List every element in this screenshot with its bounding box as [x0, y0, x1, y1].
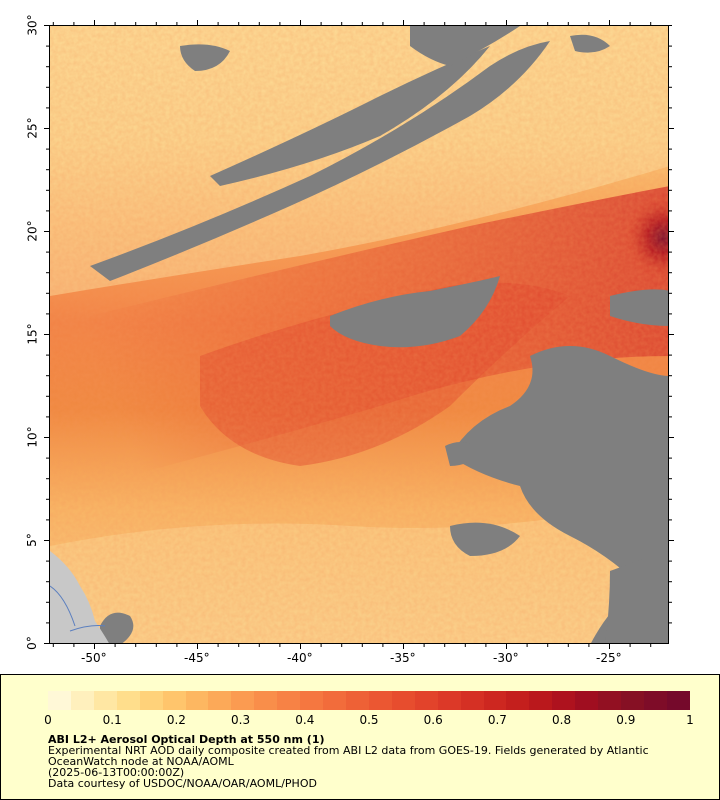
legend-description-line-1: Experimental NRT AOD daily composite cre… [48, 744, 649, 757]
colorbar [48, 691, 690, 710]
colorbar-label: 0.6 [423, 713, 443, 727]
lon-label-minus50: -50° [81, 651, 107, 665]
colorbar-label: 0.9 [616, 713, 636, 727]
lon-label-minus30: -30° [493, 651, 519, 665]
colorbar-label: 0 [44, 713, 52, 727]
colorbar-label: 0.7 [487, 713, 507, 727]
colorbar-label: 0.5 [359, 713, 379, 727]
colorbar-segment [70, 691, 94, 710]
colorbar-segment [231, 691, 255, 710]
map-axis-ticks [44, 20, 674, 649]
colorbar-segment [598, 691, 622, 710]
colorbar-segment [460, 691, 484, 710]
colorbar-segment [529, 691, 553, 710]
legend-credits: Data courtesy of USDOC/NOAA/OAR/AOML/PHO… [48, 777, 317, 790]
lat-label-30: 30° [25, 14, 40, 36]
colorbar-segment [368, 691, 392, 710]
colorbar-segment [323, 691, 346, 710]
legend-description-line-2: OceanWatch node at NOAA/AOML [48, 755, 234, 768]
colorbar-segment [666, 691, 690, 710]
aod-map-image [50, 26, 668, 643]
colorbar-segment [643, 691, 667, 710]
lon-label-minus35: -35° [390, 651, 416, 665]
lon-label-minus25: -25° [596, 651, 622, 665]
colorbar-label: 0.8 [552, 713, 572, 727]
colorbar-segment [506, 691, 530, 710]
legend-panel: ABI L2+ Aerosol Optical Depth at 550 nm … [0, 674, 720, 800]
colorbar-label: 0.1 [102, 713, 122, 727]
colorbar-segment [208, 691, 232, 710]
colorbar-segment [185, 691, 209, 710]
colorbar-segment [552, 691, 576, 710]
lat-label-0: 0° [24, 636, 39, 650]
colorbar-segment [139, 691, 163, 710]
colorbar-segment [575, 691, 599, 710]
aod-map [49, 25, 669, 644]
lon-label-minus45: -45° [184, 651, 210, 665]
colorbar-segment [277, 691, 301, 710]
colorbar-segment [254, 691, 278, 710]
colorbar-segment [48, 691, 71, 710]
colorbar-segment [93, 691, 117, 710]
colorbar-segment [116, 691, 140, 710]
lat-label-15: 15° [25, 323, 40, 345]
legend-time: (2025-06-13T00:00:00Z) [48, 766, 185, 779]
colorbar-segment [483, 691, 507, 710]
colorbar-segment [345, 691, 369, 710]
legend-title: ABI L2+ Aerosol Optical Depth at 550 nm … [48, 733, 325, 746]
lat-label-25: 25° [25, 117, 40, 139]
colorbar-label: 1 [686, 713, 694, 727]
colorbar-segment [437, 691, 461, 710]
lat-label-20: 20° [25, 220, 40, 242]
lon-label-minus40: -40° [287, 651, 313, 665]
colorbar-segment [300, 691, 324, 710]
colorbar-segment [391, 691, 415, 710]
lat-label-5: 5° [24, 533, 39, 547]
colorbar-segment [414, 691, 438, 710]
colorbar-segment [621, 691, 644, 710]
colorbar-label: 0.3 [231, 713, 251, 727]
colorbar-label: 0.2 [166, 713, 186, 727]
colorbar-segment [162, 691, 186, 710]
colorbar-label: 0.4 [295, 713, 315, 727]
lat-label-10: 10° [25, 426, 40, 448]
